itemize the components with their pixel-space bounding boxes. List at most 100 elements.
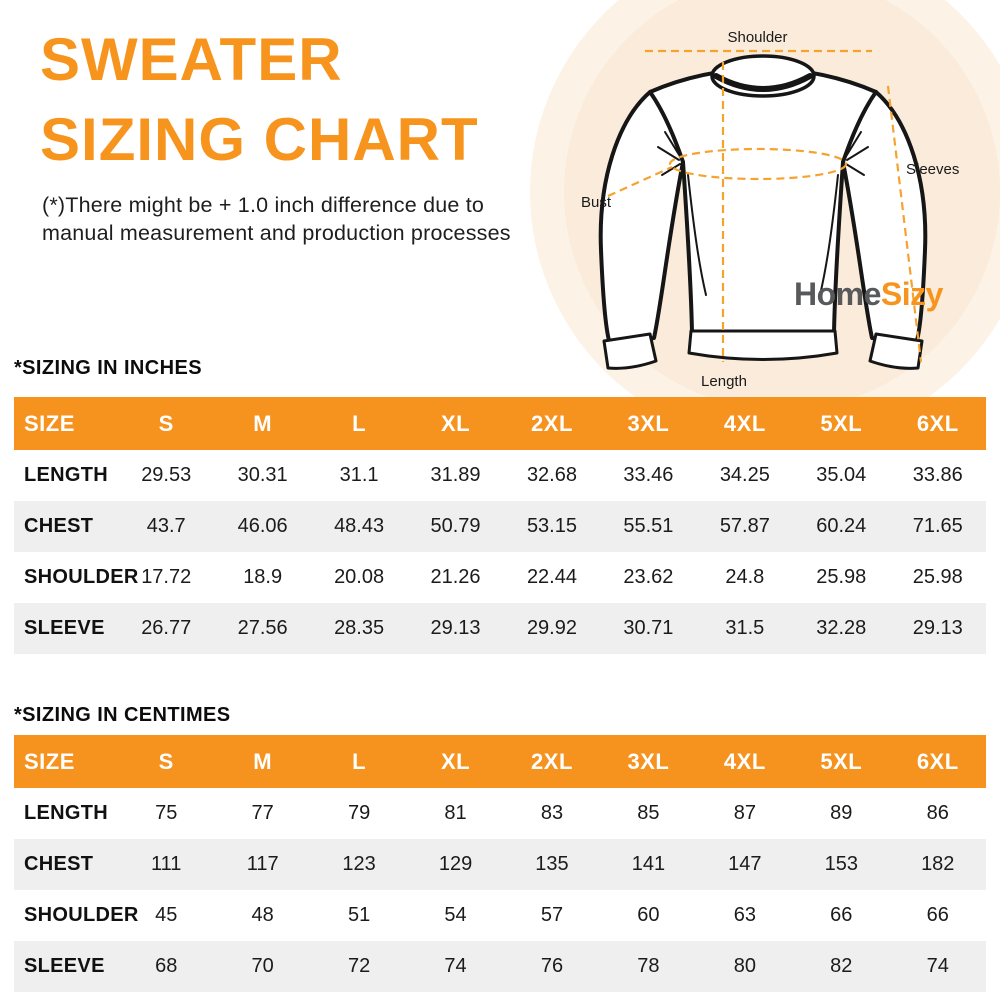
size-value: 85 bbox=[637, 802, 660, 824]
size-value: 72 bbox=[347, 955, 371, 977]
table-header-row: SIZE S M L XL 2XL 3XL 4XL 5XL 6XL bbox=[14, 397, 986, 450]
size-value: 23.62 bbox=[623, 566, 674, 588]
table-row: LENGTH 75 77 79 81 83 85 87 89 86 bbox=[14, 788, 986, 839]
size-header-5xl: 5XL bbox=[793, 397, 890, 450]
measurement-label: CHEST bbox=[24, 853, 94, 875]
size-value: 68 bbox=[155, 955, 178, 977]
centimes-section-heading: *SIZING IN CENTIMES bbox=[14, 704, 231, 726]
table-row: SLEEVE 26.77 27.56 28.35 29.13 29.92 30.71 31.5… bbox=[14, 603, 986, 654]
size-value: 48 bbox=[251, 904, 274, 926]
disclaimer-text: (*)There might be + 1.0 inch difference … bbox=[42, 191, 511, 247]
shoulder-label: Shoulder bbox=[727, 29, 788, 46]
sizing-table-centimes: SIZE S M L XL 2XL 3XL 4XL 5XL 6XL LENGTH 75 77 79 81 8… bbox=[14, 735, 986, 992]
size-value: 31.5 bbox=[725, 617, 765, 639]
size-value: 27.56 bbox=[237, 617, 288, 639]
size-value: 43.7 bbox=[146, 515, 186, 537]
bust-label: Bust bbox=[581, 194, 612, 211]
sleeves-label: Sleeves bbox=[906, 161, 960, 178]
sweater-right-cuff bbox=[868, 332, 924, 370]
size-value: 75 bbox=[155, 802, 178, 824]
size-header-s: S bbox=[118, 397, 215, 450]
size-header-l: L bbox=[310, 735, 408, 788]
size-value: 18.9 bbox=[243, 566, 283, 588]
size-value: 32.68 bbox=[526, 464, 577, 486]
size-value: 17.72 bbox=[141, 566, 192, 588]
size-value: 147 bbox=[728, 853, 762, 875]
size-value: 29.92 bbox=[526, 617, 577, 639]
size-value: 33.86 bbox=[912, 464, 963, 486]
size-value: 70 bbox=[251, 955, 274, 977]
size-header-2xl: 2XL bbox=[503, 735, 601, 788]
size-value: 33.46 bbox=[623, 464, 674, 486]
size-value: 60 bbox=[637, 904, 660, 926]
size-value: 48.43 bbox=[334, 515, 385, 537]
fabric-creases bbox=[657, 131, 869, 296]
size-value: 53.15 bbox=[526, 515, 577, 537]
size-value: 111 bbox=[151, 853, 182, 875]
size-value: 20.08 bbox=[334, 566, 385, 588]
table-row: CHEST 111 117 123 129 135 141 147 153 182 bbox=[14, 839, 986, 890]
size-header-m: M bbox=[214, 735, 311, 788]
measurement-label: LENGTH bbox=[24, 802, 109, 824]
size-value: 77 bbox=[251, 802, 274, 824]
sweater-left-cuff bbox=[602, 332, 658, 370]
size-value: 83 bbox=[540, 802, 564, 824]
size-value: 66 bbox=[926, 904, 949, 926]
disclaimer-line1: (*)There might be + 1.0 inch difference … bbox=[42, 193, 485, 217]
sweater-collar-rib bbox=[713, 73, 813, 92]
measurement-label: SHOULDER bbox=[24, 566, 139, 588]
size-value: 22.44 bbox=[526, 566, 577, 588]
size-value: 89 bbox=[830, 802, 853, 824]
size-value: 54 bbox=[444, 904, 467, 926]
measurement-lines bbox=[607, 49, 923, 363]
size-value: 29.13 bbox=[430, 617, 481, 639]
bust-measure-ellipse bbox=[668, 147, 848, 181]
size-value: 63 bbox=[733, 904, 756, 926]
size-header-s: S bbox=[118, 735, 215, 788]
sweater-hem bbox=[687, 329, 839, 361]
size-value: 34.25 bbox=[719, 464, 770, 486]
size-value: 82 bbox=[830, 955, 853, 977]
size-value: 31.89 bbox=[430, 464, 481, 486]
table-row: SHOULDER 17.72 18.9 20.08 21.26 22.44 23.62 24.… bbox=[14, 552, 986, 603]
measurement-label: SHOULDER bbox=[24, 904, 139, 926]
size-header-2xl: 2XL bbox=[503, 397, 601, 450]
size-value: 81 bbox=[444, 802, 467, 824]
size-value: 29.53 bbox=[141, 464, 192, 486]
size-value: 80 bbox=[733, 955, 756, 977]
page-title-line2: SIZING CHART bbox=[40, 106, 479, 173]
size-value: 31.1 bbox=[339, 464, 379, 486]
size-value: 66 bbox=[830, 904, 853, 926]
size-value: 153 bbox=[824, 853, 858, 875]
table-row: SLEEVE 68 70 72 74 76 78 80 82 74 bbox=[14, 941, 986, 992]
disclaimer-line2: manual measurement and production proces… bbox=[42, 221, 511, 245]
inches-section-heading: *SIZING IN INCHES bbox=[14, 357, 202, 379]
size-value: 35.04 bbox=[816, 464, 867, 486]
size-header-l: L bbox=[310, 397, 408, 450]
size-value: 74 bbox=[444, 955, 467, 977]
size-value: 76 bbox=[540, 955, 564, 977]
table-row: LENGTH 29.53 30.31 31.1 31.89 32.68 33.46 34.25… bbox=[14, 450, 986, 501]
sweater-outline bbox=[598, 54, 928, 370]
measurement-label: LENGTH bbox=[24, 464, 109, 486]
page-title-line1: SWEATER bbox=[40, 26, 343, 93]
size-value: 26.77 bbox=[141, 617, 192, 639]
measurement-label: CHEST bbox=[24, 515, 94, 537]
size-value: 71.65 bbox=[912, 515, 963, 537]
size-value: 25.98 bbox=[816, 566, 867, 588]
size-value: 32.28 bbox=[816, 617, 867, 639]
table-row: CHEST 43.7 46.06 48.43 50.79 53.15 55.51 57.87 6… bbox=[14, 501, 986, 552]
size-value: 74 bbox=[926, 955, 949, 977]
size-value: 30.71 bbox=[623, 617, 674, 639]
logo-part-sizy: Sizy bbox=[880, 276, 944, 312]
sleeves-measure-line bbox=[886, 85, 923, 363]
bust-pointer-line bbox=[607, 165, 673, 198]
homesizy-logo: HomeSizy bbox=[794, 276, 943, 313]
size-value: 78 bbox=[637, 955, 660, 977]
size-value: 46.06 bbox=[237, 515, 288, 537]
size-value: 87 bbox=[733, 802, 756, 824]
size-value: 141 bbox=[631, 853, 666, 875]
size-header-m: M bbox=[214, 397, 311, 450]
size-value: 24.8 bbox=[725, 566, 765, 588]
